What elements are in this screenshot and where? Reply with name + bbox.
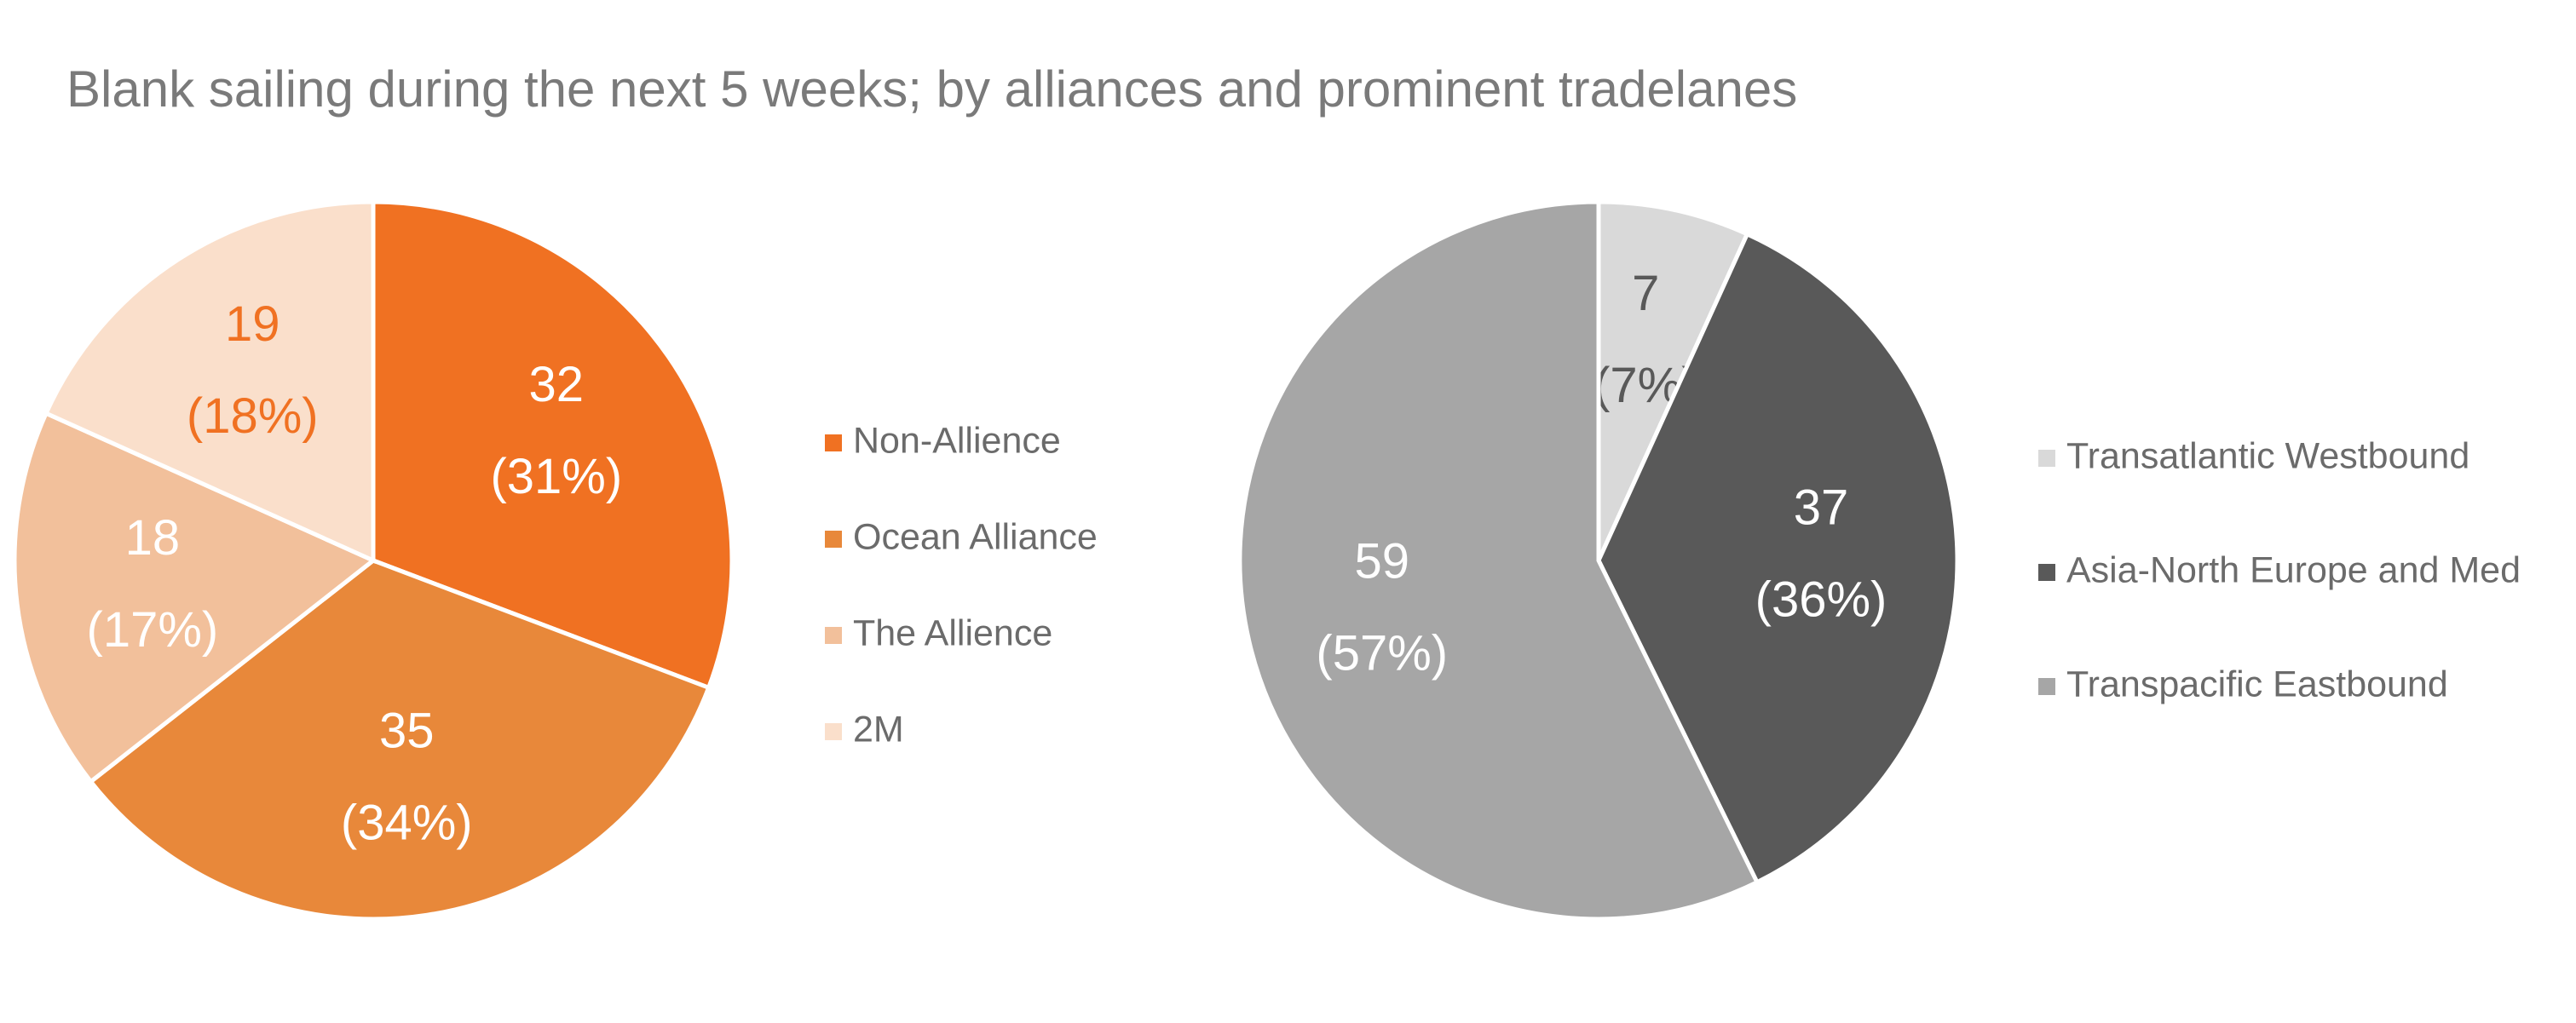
value-label: 35: [379, 703, 435, 758]
pie-slice: [1596, 231, 1960, 886]
percent-label: (17%): [87, 602, 219, 658]
percent-label: (36%): [1755, 572, 1887, 627]
legend-label: Transpacific Eastbound: [2066, 664, 2448, 704]
legend-swatch: [825, 627, 842, 644]
pie-slice: [43, 199, 376, 564]
pie-slice: [1596, 199, 1750, 562]
value-label: 37: [1794, 480, 1849, 535]
percent-label: (57%): [1316, 626, 1448, 681]
pie-slice: [12, 410, 377, 785]
chart-title: Blank sailing during the next 5 weeks; b…: [66, 60, 1797, 118]
pie-slice: [88, 558, 712, 922]
legend-label: Non-Allience: [853, 420, 1061, 461]
legend-label: Asia-North Europe and Med: [2066, 549, 2521, 590]
legend-label: The Allience: [853, 612, 1052, 653]
legend-label: Ocean Alliance: [853, 516, 1098, 557]
value-label: 7: [1632, 266, 1659, 321]
legend-label: Transatlantic Westbound: [2066, 435, 2469, 476]
legend-swatch: [2038, 564, 2055, 581]
value-label: 18: [125, 510, 181, 566]
percent-label: (34%): [341, 795, 473, 850]
legend-swatch: [2038, 450, 2055, 467]
value-label: 59: [1355, 534, 1410, 589]
legend-swatch: [825, 723, 842, 740]
value-label: 19: [225, 296, 280, 352]
pie-slice: [1237, 199, 1761, 922]
percent-label: (31%): [490, 449, 622, 504]
value-label: 32: [529, 357, 585, 412]
legend-swatch: [2038, 678, 2055, 695]
legend-swatch: [825, 531, 842, 548]
pie-slice: [371, 199, 735, 691]
percent-label: (18%): [187, 388, 319, 444]
legend-label: 2M: [853, 709, 904, 750]
legend-swatch: [825, 434, 842, 451]
